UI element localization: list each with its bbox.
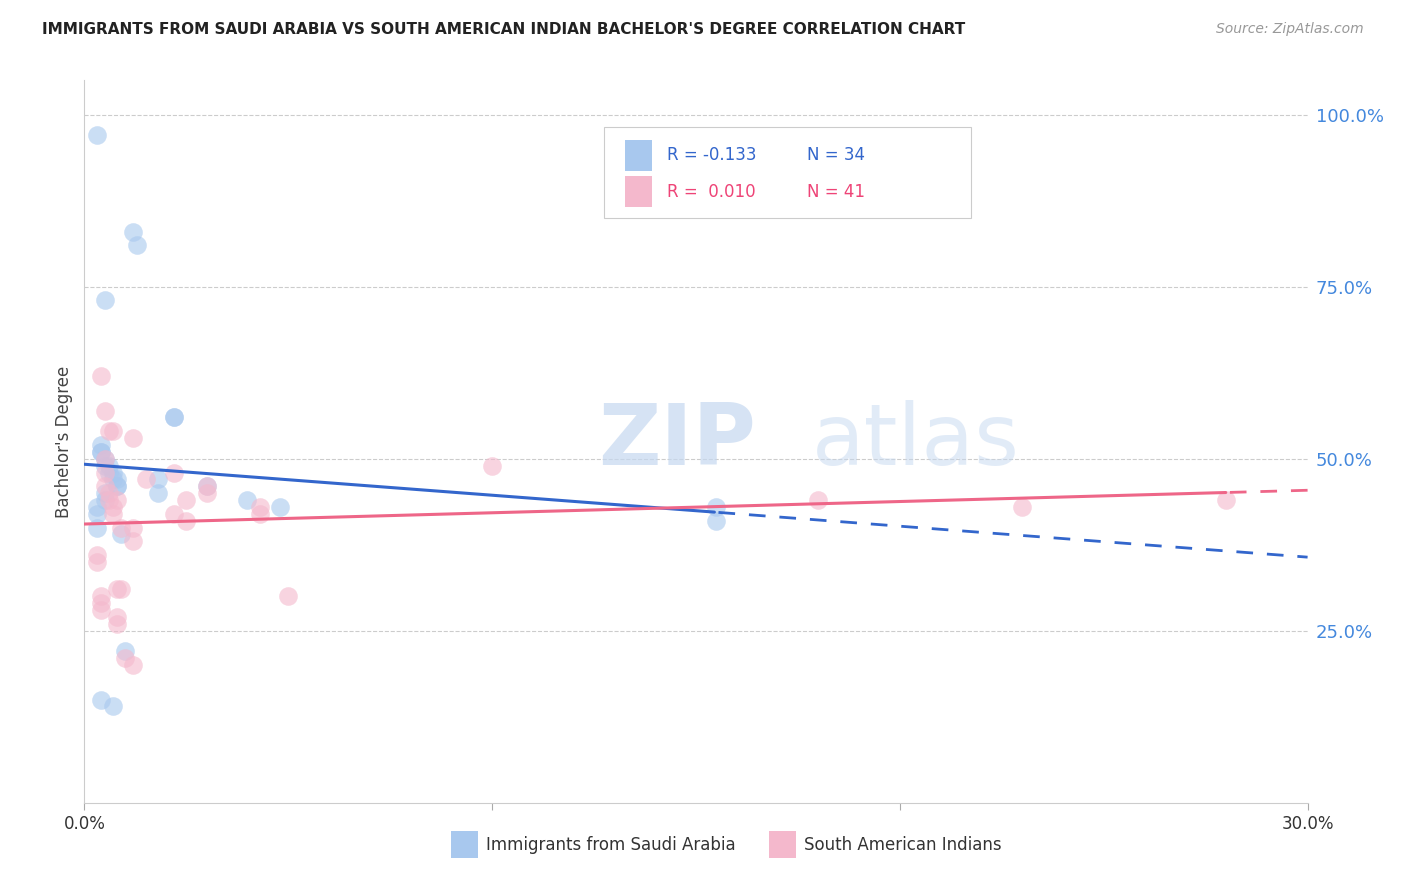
- Point: [90, 603, 112, 617]
- Point: [706, 514, 728, 528]
- Point: [163, 410, 186, 425]
- Point: [90, 369, 112, 384]
- Point: [146, 486, 169, 500]
- Point: [122, 225, 145, 239]
- Point: [97, 486, 120, 500]
- Point: [86, 507, 108, 521]
- Point: [277, 590, 299, 604]
- Point: [249, 507, 271, 521]
- Point: [195, 479, 218, 493]
- Bar: [451, 831, 478, 858]
- Text: R = -0.133: R = -0.133: [666, 146, 756, 164]
- Point: [93, 466, 115, 480]
- Text: IMMIGRANTS FROM SAUDI ARABIA VS SOUTH AMERICAN INDIAN BACHELOR'S DEGREE CORRELAT: IMMIGRANTS FROM SAUDI ARABIA VS SOUTH AM…: [42, 22, 966, 37]
- Point: [807, 493, 830, 508]
- Point: [110, 520, 132, 534]
- Point: [114, 644, 136, 658]
- FancyBboxPatch shape: [605, 128, 972, 218]
- Text: N = 34: N = 34: [807, 146, 865, 164]
- Point: [105, 472, 128, 486]
- Point: [174, 493, 197, 508]
- Point: [93, 451, 115, 466]
- Point: [1215, 493, 1237, 508]
- Point: [105, 479, 128, 493]
- Point: [105, 610, 128, 624]
- Point: [90, 692, 112, 706]
- Point: [269, 500, 291, 514]
- Point: [249, 500, 271, 514]
- Point: [97, 458, 120, 473]
- Point: [90, 596, 112, 610]
- Point: [101, 500, 124, 514]
- Text: N = 41: N = 41: [807, 183, 865, 201]
- Point: [122, 658, 145, 673]
- Point: [481, 458, 503, 473]
- Point: [163, 466, 186, 480]
- Point: [101, 699, 124, 714]
- Point: [101, 466, 124, 480]
- Bar: [626, 140, 652, 170]
- Point: [101, 472, 124, 486]
- Point: [127, 238, 149, 252]
- Point: [122, 431, 145, 445]
- Point: [90, 590, 112, 604]
- Point: [110, 582, 132, 597]
- Point: [105, 582, 128, 597]
- Bar: [769, 831, 796, 858]
- Point: [110, 527, 132, 541]
- Point: [86, 548, 108, 562]
- Text: South American Indians: South American Indians: [804, 836, 1001, 854]
- Point: [86, 500, 108, 514]
- Point: [105, 479, 128, 493]
- Point: [86, 520, 108, 534]
- Point: [1011, 500, 1033, 514]
- Point: [146, 472, 169, 486]
- Point: [105, 616, 128, 631]
- Text: R =  0.010: R = 0.010: [666, 183, 755, 201]
- Text: Source: ZipAtlas.com: Source: ZipAtlas.com: [1216, 22, 1364, 37]
- Y-axis label: Bachelor's Degree: Bachelor's Degree: [55, 366, 73, 517]
- Point: [93, 403, 115, 417]
- Point: [93, 293, 115, 308]
- Point: [86, 128, 108, 143]
- Point: [135, 472, 157, 486]
- Point: [163, 410, 186, 425]
- Point: [97, 493, 120, 508]
- Point: [97, 424, 120, 438]
- Point: [93, 451, 115, 466]
- Point: [86, 555, 108, 569]
- Point: [105, 493, 128, 508]
- Point: [93, 458, 115, 473]
- Point: [174, 514, 197, 528]
- Point: [114, 651, 136, 665]
- Text: Immigrants from Saudi Arabia: Immigrants from Saudi Arabia: [485, 836, 735, 854]
- Point: [101, 424, 124, 438]
- Text: ZIP: ZIP: [598, 400, 756, 483]
- Point: [90, 445, 112, 459]
- Bar: [626, 177, 652, 207]
- Point: [195, 486, 218, 500]
- Point: [236, 493, 259, 508]
- Point: [93, 486, 115, 500]
- Point: [93, 479, 115, 493]
- Point: [122, 520, 145, 534]
- Point: [90, 445, 112, 459]
- Point: [195, 479, 218, 493]
- Point: [97, 466, 120, 480]
- Point: [122, 534, 145, 549]
- Point: [90, 438, 112, 452]
- Point: [163, 507, 186, 521]
- Point: [93, 493, 115, 508]
- Text: atlas: atlas: [813, 400, 1021, 483]
- Point: [101, 507, 124, 521]
- Point: [706, 500, 728, 514]
